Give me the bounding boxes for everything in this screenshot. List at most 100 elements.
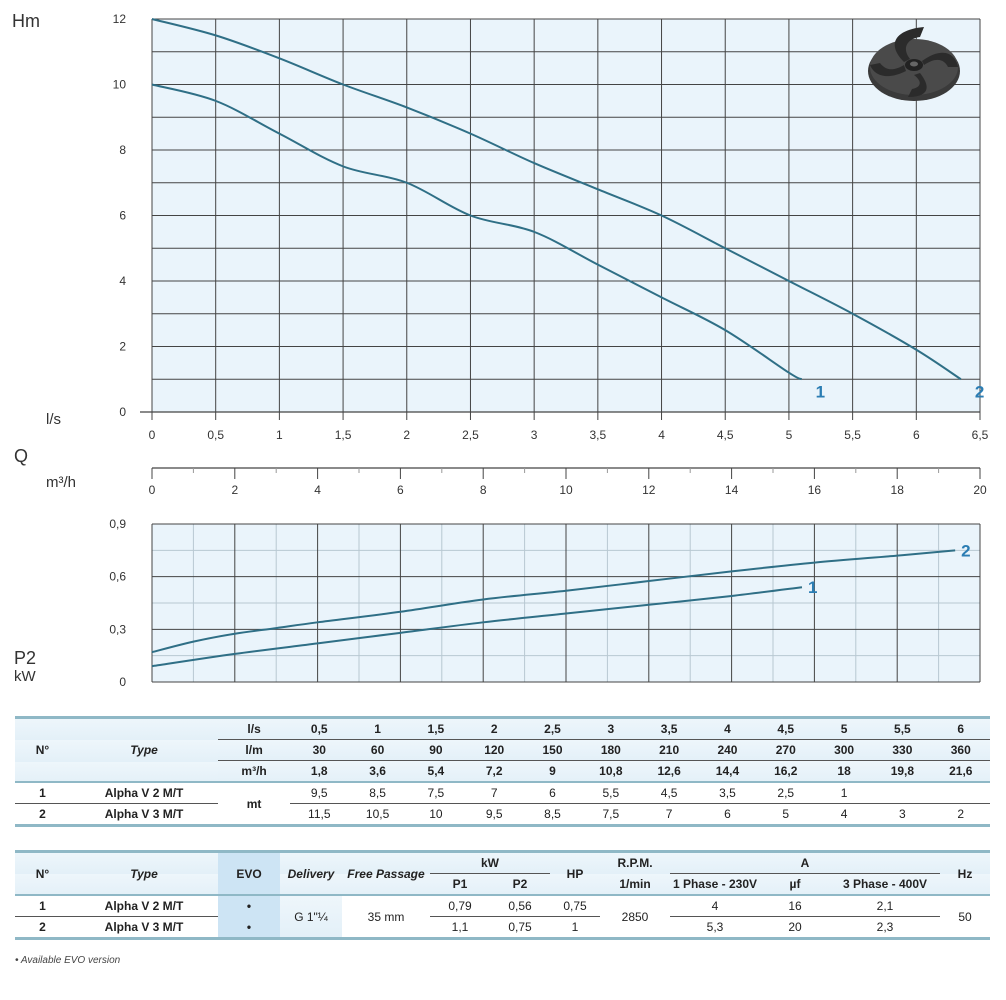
y-tick-label: 10 [113,78,127,92]
curve-label: 1 [816,382,825,401]
row-no: 2 [39,807,46,821]
hz-value: 50 [958,909,972,924]
header-delivery: Delivery [287,866,335,881]
evo-dot: • [218,916,280,939]
flow-value: 14,4 [715,764,740,778]
head-value: 7,5 [581,803,640,826]
unit-label: l/m [218,739,291,761]
flow-value: 90 [406,739,466,761]
y-tick-label: 6 [119,209,126,223]
flow-value: 4 [698,717,757,740]
head-value: 2 [931,803,990,826]
header-no: N° [35,743,50,757]
flow-value: 240 [698,739,757,761]
flow-value: 3,5 [639,717,699,740]
flow-value: 5,5 [873,717,932,740]
y-tick-label: 8 [119,143,126,157]
flow-value: 30 [290,739,349,761]
x-tick-label: 2,5 [462,428,479,442]
x-tick-label: 0 [149,428,156,442]
curve-label: 2 [975,382,984,401]
flow-row: m³/h 1,8 3,6 5,4 7,2 9 10,8 12,6 14,4 16,2 18 19,8 2… [15,760,990,782]
x-tick-label: 5,5 [844,428,861,442]
row-type: Alpha V 2 M/T [70,895,218,917]
flow-row: l/m 30 60 90 120 150 180 210 240 270 300 330 360 [15,739,990,761]
q-tick-label: 14 [725,483,739,497]
q-tick-label: 2 [231,483,238,497]
amps-3phase-value: 2,1 [830,895,940,917]
head-value: 10,5 [348,803,407,826]
x-tick-label: 1,5 [335,428,352,442]
head-value: 8,5 [523,803,582,826]
flow-value: 19,8 [890,764,915,778]
unit-label: m³/h [241,764,267,778]
y-tick-label: 0,3 [109,622,126,636]
header-rpm-unit: 1/min [619,876,651,891]
row-type: Alpha V 2 M/T [70,782,219,804]
row-no: 1 [15,782,71,804]
impeller-icon [868,27,960,101]
row-no: 1 [15,895,70,917]
head-value [931,782,990,804]
header-3phase: 3 Phase - 400V [842,877,928,891]
p1-value: 0,79 [430,895,490,917]
q-tick-label: 6 [397,483,404,497]
y-tick-label: 0,9 [109,517,126,531]
curve-1 [151,586,803,668]
amps-1phase-value: 4 [670,895,760,917]
head-value: 11,5 [290,803,349,826]
head-value: 7,5 [406,782,466,804]
flow-value: 1,5 [406,717,466,740]
curve-2 [151,549,956,654]
flow-value: 16,2 [774,764,798,778]
header-free-passage: Free Passage [347,866,425,881]
free-passage-value: 35 mm [367,909,405,924]
rpm-value: 2850 [621,909,649,924]
flow-value: 1 [348,717,407,740]
q-tick-label: 8 [480,483,487,497]
flow-value: 5,4 [427,764,445,778]
y-axis-label: P2 [14,648,36,668]
head-value: 6 [523,782,582,804]
flow-value: 21,6 [949,764,973,778]
amps-1phase-value: 5,3 [706,920,724,934]
flow-value: 4,5 [756,717,815,740]
head-value: 7 [639,803,699,826]
header-type: Type [130,743,158,757]
row-type: Alpha V 3 M/T [104,920,184,934]
head-value: 2,5 [756,782,815,804]
header-type: Type [130,866,158,881]
flow-value: 5 [814,717,874,740]
q-tick-label: 12 [642,483,656,497]
x-axis-label: l/s [46,411,61,428]
flow-value: 180 [581,739,640,761]
head-unit-label: mt [246,796,262,811]
flow-value: 300 [814,739,874,761]
flow-value: 10,8 [599,764,623,778]
q-unit-label: m³/h [46,474,76,491]
flow-value: 2,5 [523,717,582,740]
performance-charts: 0 0,5 1 1,5 2 2,5 3 3,5 4 4,5 5 5,5 6 6,5024681012Hml… [12,11,989,689]
x-tick-label: 4,5 [717,428,734,442]
header-p2: P2 [512,877,528,891]
row-no: 2 [39,920,46,934]
header-no: N° [35,866,50,881]
header-kw: kW [430,851,550,874]
flow-value: 6 [931,717,990,740]
q-tick-label: 16 [808,483,822,497]
flow-value: 270 [756,739,815,761]
flow-value: 3 [581,717,640,740]
hp-value: 0,75 [550,895,600,917]
y-tick-label: 12 [113,12,127,26]
q-label: Q [14,446,28,466]
header-p1: P1 [452,877,468,891]
flow-value: 12,6 [657,764,681,778]
p2-value: 0,56 [490,895,550,917]
table-row: 1 Alpha V 2 M/T • G 1"¼ 35 mm 0,79 0,56 … [15,895,990,939]
flow-value: 210 [639,739,699,761]
x-tick-label: 6 [913,428,920,442]
head-value: 9,5 [465,803,524,826]
x-tick-label: 2 [403,428,410,442]
y-tick-label: 2 [119,340,126,354]
